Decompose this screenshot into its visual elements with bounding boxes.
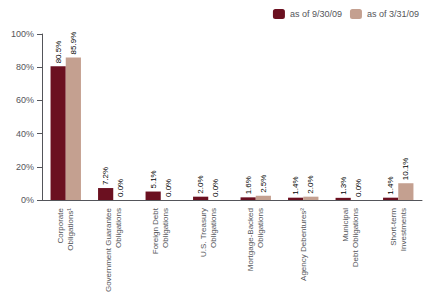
svg-text:85.9%: 85.9% [69, 32, 78, 55]
svg-text:2.0%: 2.0% [306, 175, 315, 193]
svg-text:Agency Debentures²: Agency Debentures² [299, 208, 308, 281]
svg-text:40%: 40% [16, 129, 34, 139]
svg-text:1.4%: 1.4% [291, 176, 300, 194]
svg-text:U.S. Treasury: U.S. Treasury [199, 208, 208, 257]
svg-text:1.4%: 1.4% [386, 176, 395, 194]
svg-text:2.0%: 2.0% [196, 175, 205, 193]
svg-text:Government Guarantee: Government Guarantee [104, 207, 113, 292]
svg-text:Obligations: Obligations [209, 208, 218, 248]
svg-text:7.2%: 7.2% [101, 167, 110, 185]
svg-text:20%: 20% [16, 162, 34, 172]
svg-text:Corporate: Corporate [56, 207, 65, 243]
svg-text:Foreign Debt: Foreign Debt [151, 207, 160, 254]
svg-text:Short-term: Short-term [389, 208, 398, 246]
svg-text:0.0%: 0.0% [211, 179, 220, 197]
svg-text:60%: 60% [16, 95, 34, 105]
svg-text:0%: 0% [21, 195, 34, 205]
svg-text:Obligations: Obligations [114, 208, 123, 248]
svg-text:80%: 80% [16, 62, 34, 72]
svg-text:0.0%: 0.0% [116, 179, 125, 197]
svg-text:Mortgage-Backed: Mortgage-Backed [246, 208, 255, 271]
svg-text:as of 3/31/09: as of 3/31/09 [367, 9, 419, 19]
svg-text:10.1%: 10.1% [401, 158, 410, 181]
svg-text:Municipal: Municipal [341, 208, 350, 242]
svg-text:2.5%: 2.5% [259, 175, 268, 193]
svg-text:0.0%: 0.0% [354, 179, 363, 197]
svg-text:0.0%: 0.0% [164, 179, 173, 197]
svg-text:5.1%: 5.1% [149, 170, 158, 188]
svg-text:1.3%: 1.3% [339, 177, 348, 195]
svg-text:Obligations¹: Obligations¹ [66, 208, 75, 251]
svg-text:Investments: Investments [399, 208, 408, 251]
svg-text:100%: 100% [11, 29, 34, 39]
svg-text:80.5%: 80.5% [54, 41, 63, 64]
svg-text:Debt Obligations: Debt Obligations [351, 208, 360, 267]
svg-text:as of 9/30/09: as of 9/30/09 [290, 9, 342, 19]
svg-text:Obligations: Obligations [161, 208, 170, 248]
svg-text:1.6%: 1.6% [244, 176, 253, 194]
svg-text:Obligations: Obligations [256, 208, 265, 248]
